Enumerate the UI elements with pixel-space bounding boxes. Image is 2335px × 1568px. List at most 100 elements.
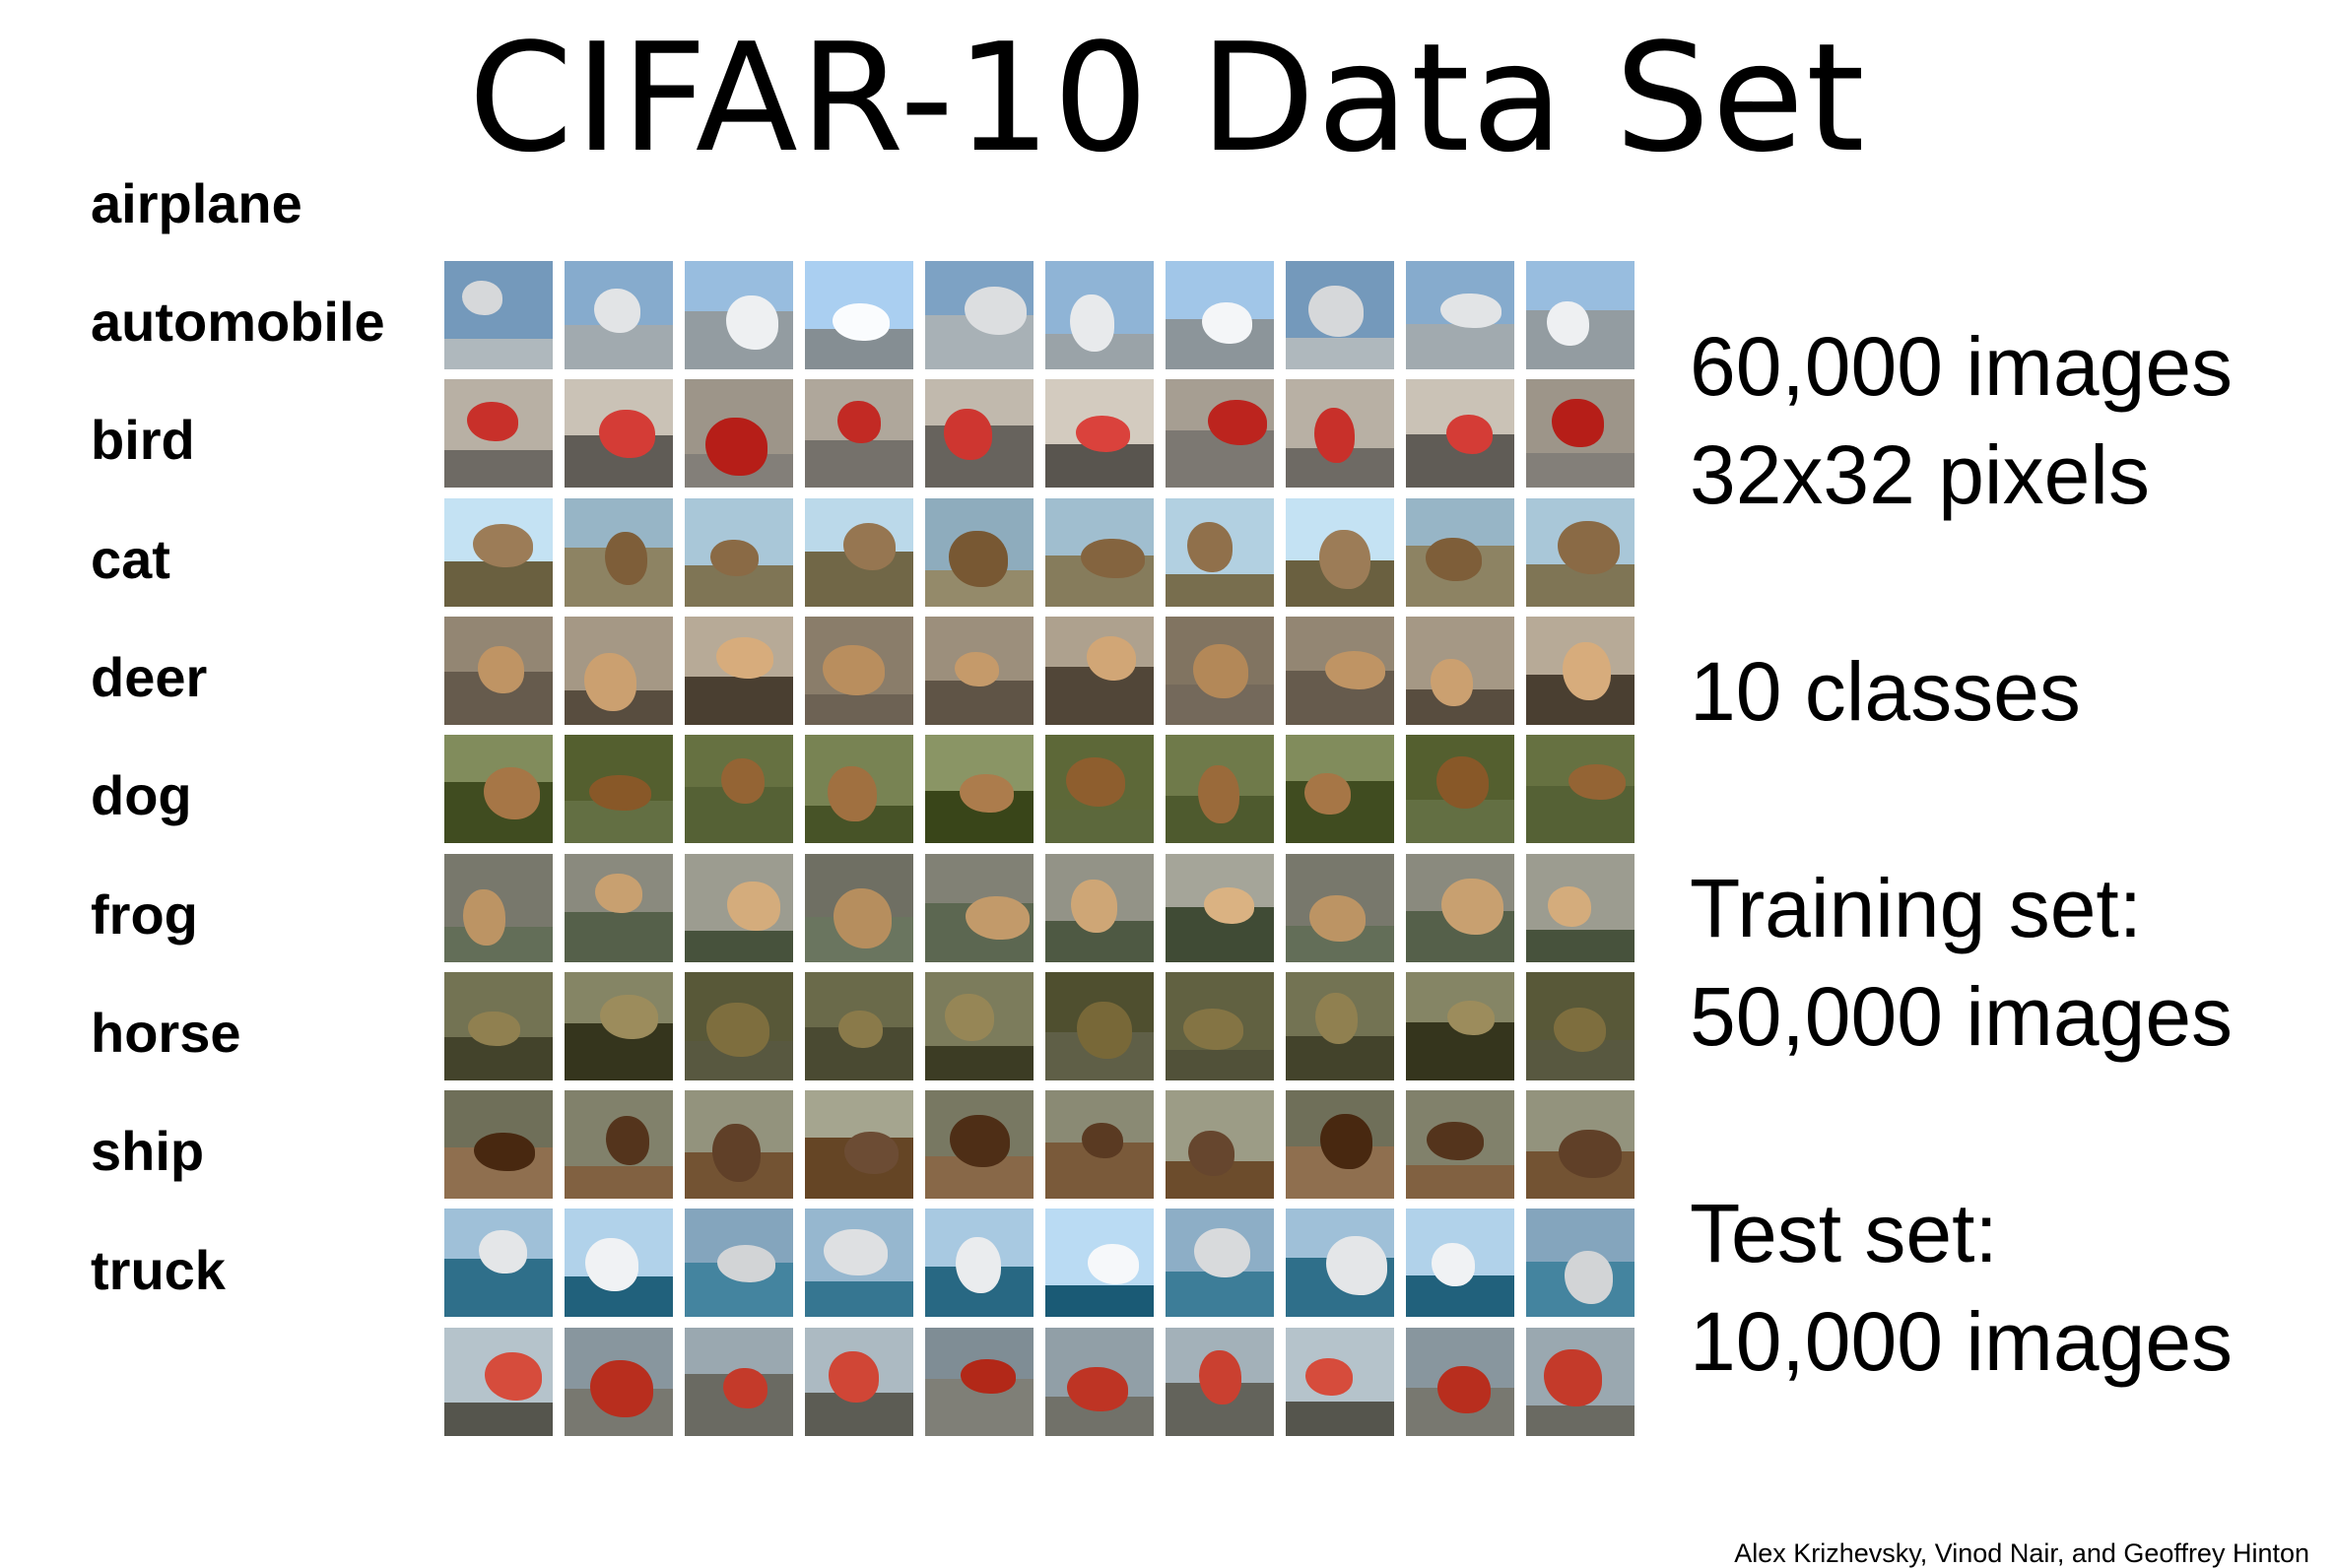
sample-image-cat bbox=[685, 617, 793, 725]
total-images-text: 60,000 images bbox=[1690, 320, 2234, 413]
automobile-subject bbox=[704, 417, 767, 476]
bird-subject bbox=[472, 524, 534, 568]
bird-subject bbox=[1081, 538, 1146, 579]
frog-subject bbox=[1446, 1000, 1496, 1035]
sample-image-dog bbox=[805, 854, 913, 962]
image-row-deer bbox=[444, 735, 1646, 843]
sample-image-horse bbox=[444, 1090, 553, 1199]
image-row-cat bbox=[444, 617, 1646, 725]
sample-image-deer bbox=[565, 735, 673, 843]
bird-subject bbox=[842, 523, 897, 570]
airplane-subject bbox=[1440, 294, 1501, 329]
sample-image-truck bbox=[444, 1328, 553, 1436]
deer-subject bbox=[1435, 756, 1489, 809]
sample-image-airplane bbox=[1406, 261, 1514, 369]
class-count-text: 10 classes bbox=[1690, 645, 2081, 738]
sample-image-dog bbox=[685, 854, 793, 962]
sample-image-airplane bbox=[685, 261, 793, 369]
image-row-dog bbox=[444, 854, 1646, 962]
sample-image-automobile bbox=[685, 379, 793, 488]
horse-subject bbox=[711, 1124, 761, 1183]
cat-subject bbox=[715, 636, 774, 679]
class-label-truck: truck bbox=[91, 1239, 226, 1301]
deer-subject bbox=[589, 774, 651, 811]
ship-subject bbox=[1432, 1243, 1476, 1287]
dog-subject bbox=[1548, 886, 1591, 927]
airplane-subject bbox=[461, 280, 503, 315]
truck-subject bbox=[829, 1351, 879, 1403]
sample-image-deer bbox=[805, 735, 913, 843]
sample-image-automobile bbox=[1526, 379, 1634, 488]
deer-subject bbox=[721, 758, 766, 805]
frog-subject bbox=[944, 994, 995, 1042]
cat-subject bbox=[1431, 658, 1474, 707]
deer-subject bbox=[483, 767, 540, 819]
sample-image-ship bbox=[925, 1209, 1034, 1317]
training-set-label: Training set: bbox=[1690, 862, 2143, 954]
automobile-subject bbox=[1207, 399, 1268, 446]
frog-subject bbox=[1314, 992, 1358, 1044]
bird-subject bbox=[1557, 521, 1620, 574]
deer-subject bbox=[960, 773, 1015, 814]
ship-subject bbox=[955, 1236, 1001, 1293]
sample-image-frog bbox=[444, 972, 553, 1080]
sample-image-frog bbox=[925, 972, 1034, 1080]
cat-subject bbox=[1192, 643, 1248, 698]
sample-image-ship bbox=[1166, 1209, 1274, 1317]
sample-image-automobile bbox=[925, 379, 1034, 488]
sample-image-truck bbox=[925, 1328, 1034, 1436]
ship-subject bbox=[479, 1230, 527, 1274]
horse-subject bbox=[843, 1131, 899, 1174]
sample-image-deer bbox=[685, 735, 793, 843]
dog-subject bbox=[462, 889, 505, 947]
sample-image-ship bbox=[805, 1209, 913, 1317]
truck-subject bbox=[1304, 1357, 1354, 1397]
sample-image-frog bbox=[805, 972, 913, 1080]
sample-image-frog bbox=[1406, 972, 1514, 1080]
class-label-airplane: airplane bbox=[91, 172, 302, 234]
deer-subject bbox=[1303, 772, 1351, 816]
airplane-subject bbox=[1308, 286, 1365, 337]
frog-subject bbox=[1076, 1001, 1132, 1059]
sample-image-horse bbox=[565, 1090, 673, 1199]
sample-image-airplane bbox=[565, 261, 673, 369]
sample-image-deer bbox=[1406, 735, 1514, 843]
sample-image-horse bbox=[805, 1090, 913, 1199]
slide-title: CIFAR-10 Data Set bbox=[468, 11, 1867, 185]
horse-subject bbox=[605, 1116, 649, 1165]
ship-subject bbox=[1325, 1235, 1388, 1295]
horse-subject bbox=[1188, 1130, 1235, 1176]
ship-subject bbox=[823, 1228, 888, 1276]
cat-subject bbox=[1086, 635, 1137, 681]
sample-image-horse bbox=[1045, 1090, 1154, 1199]
sample-image-ship bbox=[444, 1209, 553, 1317]
frog-subject bbox=[1182, 1009, 1244, 1051]
sample-image-cat bbox=[1286, 617, 1394, 725]
frog-subject bbox=[838, 1010, 884, 1048]
sample-image-deer bbox=[1526, 735, 1634, 843]
sample-image-ship bbox=[565, 1209, 673, 1317]
sample-image-frog bbox=[1526, 972, 1634, 1080]
frog-subject bbox=[468, 1011, 520, 1046]
truck-subject bbox=[484, 1352, 542, 1401]
truck-subject bbox=[1067, 1366, 1128, 1411]
bird-subject bbox=[1187, 522, 1234, 572]
airplane-subject bbox=[593, 288, 640, 333]
sample-image-dog bbox=[565, 854, 673, 962]
sample-image-deer bbox=[1286, 735, 1394, 843]
sample-image-automobile bbox=[1406, 379, 1514, 488]
sample-image-bird bbox=[685, 498, 793, 607]
image-row-ship bbox=[444, 1209, 1646, 1317]
sample-image-horse bbox=[925, 1090, 1034, 1199]
sample-image-truck bbox=[805, 1328, 913, 1436]
dog-subject bbox=[833, 888, 892, 948]
sample-image-dog bbox=[444, 854, 553, 962]
frog-subject bbox=[600, 995, 658, 1040]
sample-image-airplane bbox=[444, 261, 553, 369]
sample-image-frog bbox=[1286, 972, 1394, 1080]
horse-subject bbox=[1320, 1114, 1372, 1170]
sample-image-airplane bbox=[1045, 261, 1154, 369]
ship-subject bbox=[1564, 1250, 1613, 1304]
cat-subject bbox=[583, 653, 636, 711]
sample-image-automobile bbox=[565, 379, 673, 488]
